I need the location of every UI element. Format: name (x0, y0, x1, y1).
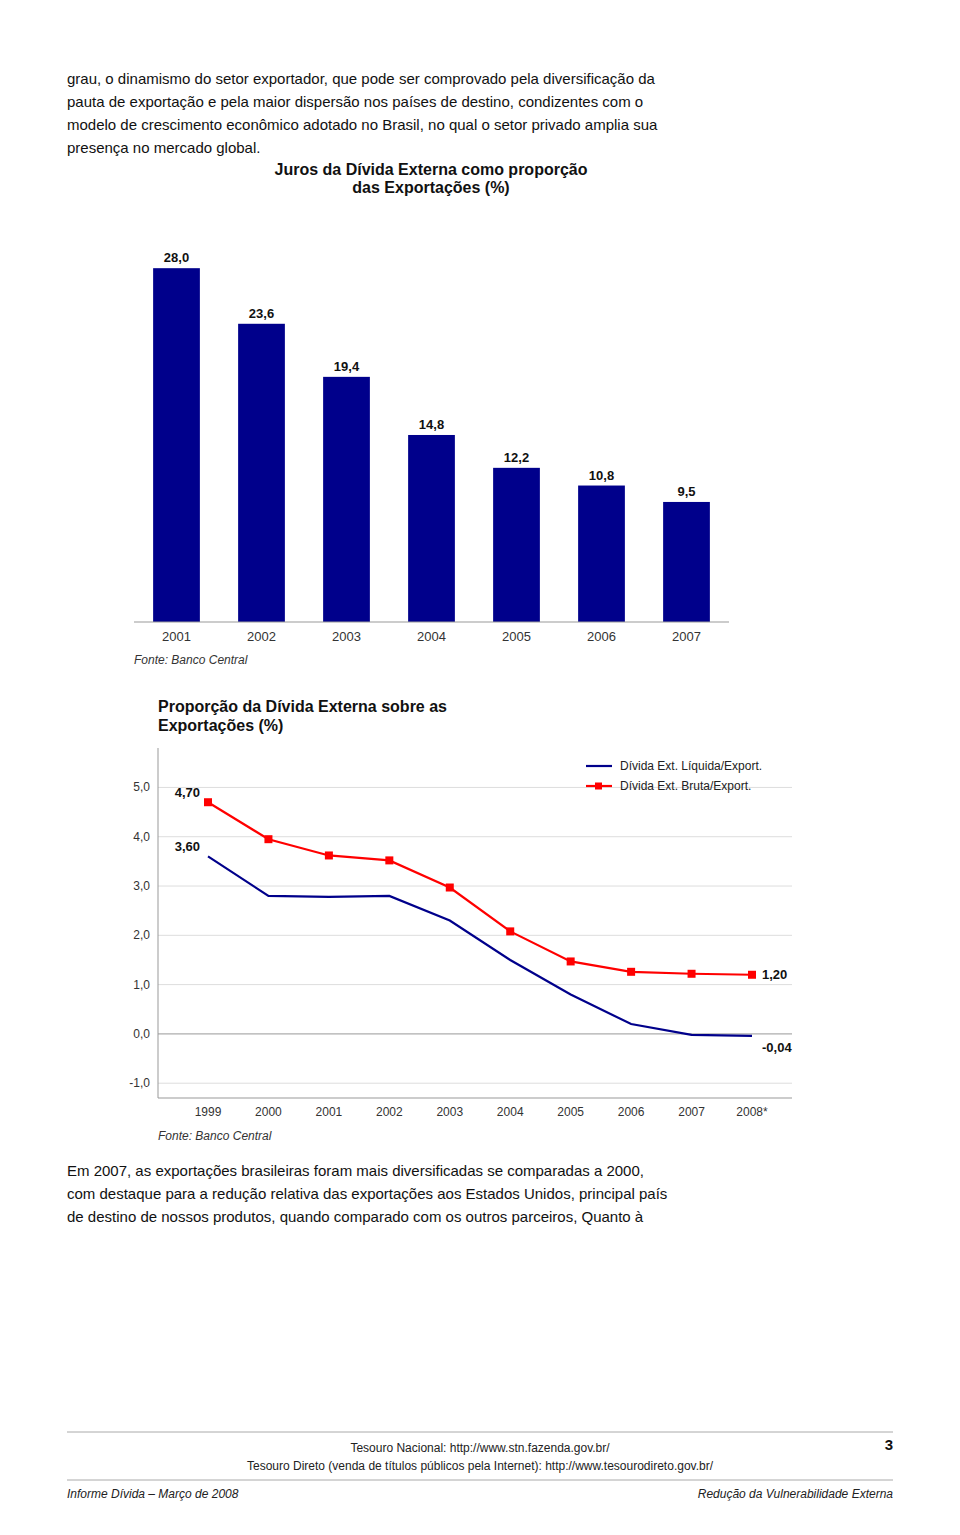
x-tick-label: 2007 (678, 1105, 705, 1119)
marker (688, 970, 696, 978)
footer-text: Tesouro Direto (venda de títulos público… (247, 1459, 714, 1473)
page: grau, o dinamismo do setor exportador, q… (0, 0, 960, 1535)
y-tick-label: 5,0 (133, 780, 150, 794)
source: Fonte: Banco Central (134, 653, 248, 667)
legend: Dívida Ext. Líquida/Export. Dívida Ext. B… (586, 759, 762, 793)
y-tick-label: 2,0 (133, 928, 150, 942)
data-label: 1,20 (762, 967, 787, 982)
x-tick-label: 2001 (316, 1105, 343, 1119)
body-text: Em 2007, as exportações brasileiras fora… (67, 1162, 667, 1225)
page-number: 3 (885, 1436, 893, 1453)
bar (408, 435, 455, 622)
source: Fonte: Banco Central (158, 1129, 272, 1143)
legend-entry: Dívida Ext. Líquida/Export. (620, 759, 762, 773)
series-group (204, 798, 756, 1036)
x-tick-label: 2006 (587, 629, 616, 644)
x-tick-label: 2003 (436, 1105, 463, 1119)
text-line: pauta de exportação e pela maior dispers… (67, 93, 643, 110)
data-label: -0,04 (762, 1040, 792, 1055)
marker (446, 884, 454, 892)
footer-text: Redução da Vulnerabilidade Externa (698, 1487, 894, 1501)
bar (323, 377, 370, 622)
x-axis-line (158, 1098, 792, 1099)
text-line: de destino de nossos produtos, quando co… (67, 1208, 644, 1225)
bar (578, 486, 625, 622)
x-tick-label: 2002 (247, 629, 276, 644)
data-label: 4,70 (175, 785, 200, 800)
text-line: modelo de crescimento econômico adotado … (67, 116, 658, 133)
marker (204, 798, 212, 806)
grid-line (158, 935, 792, 936)
legend-marker (595, 783, 602, 790)
marker (627, 968, 635, 976)
text-line: das Exportações (%) (352, 179, 509, 196)
data-label: 3,60 (175, 839, 200, 854)
bar-chart: Juros da Dívida Externa como proporçãoda… (134, 161, 729, 667)
text-line: Juros da Dívida Externa como proporção (275, 161, 588, 178)
data-label: 23,6 (249, 306, 274, 321)
legend-swatch (586, 765, 612, 767)
marker (567, 957, 575, 965)
background (0, 0, 960, 1535)
data-label: 12,2 (504, 450, 529, 465)
marker (264, 835, 272, 843)
x-tick-label: 2003 (332, 629, 361, 644)
chart-title: Proporção da Dívida Externa sobre as Expo… (158, 698, 447, 734)
data-label: 14,8 (419, 417, 444, 432)
bar (238, 324, 285, 622)
x-tick-label: 2001 (162, 629, 191, 644)
footer-text: Informe Dívida – Março de 2008 (67, 1487, 239, 1501)
x-tick-label: 2008* (736, 1105, 768, 1119)
text-line: com destaque para a redução relativa das… (67, 1185, 667, 1202)
y-tick-label: 0,0 (133, 1027, 150, 1041)
x-axis-line (134, 622, 729, 623)
data-label: 9,5 (677, 484, 695, 499)
text-line: Exportações (%) (158, 717, 283, 734)
text-line: presença no mercado global. (67, 139, 260, 156)
x-tick-label: 2004 (417, 629, 446, 644)
x-tick-label: 2002 (376, 1105, 403, 1119)
data-label: 10,8 (589, 468, 614, 483)
line-chart: Proporção da Dívida Externa sobre as Expo… (129, 698, 792, 1143)
separator (67, 1432, 893, 1433)
marker (385, 856, 393, 864)
grid-line (158, 1083, 792, 1084)
marker (325, 851, 333, 859)
y-tick-label: 1,0 (133, 978, 150, 992)
y-tick-label: -1,0 (129, 1076, 150, 1090)
marker (748, 971, 756, 979)
series-line (208, 802, 752, 975)
grid-line (158, 984, 792, 985)
x-tick-label: 2005 (557, 1105, 584, 1119)
data-label: 19,4 (334, 359, 360, 374)
bar (153, 268, 200, 622)
legend-entry: Dívida Ext. Bruta/Export. (620, 779, 751, 793)
text-line: Proporção da Dívida Externa sobre as (158, 698, 447, 715)
x-tick-label: 2000 (255, 1105, 282, 1119)
footer-text: Tesouro Nacional: http://www.stn.fazenda… (350, 1441, 610, 1455)
x-tick-label: 1999 (195, 1105, 222, 1119)
body-text: grau, o dinamismo do setor exportador, q… (67, 70, 658, 156)
separator (67, 1480, 893, 1481)
grid-line (158, 836, 792, 837)
x-tick-label: 2007 (672, 629, 701, 644)
x-tick-label: 2005 (502, 629, 531, 644)
chart-title: Juros da Dívida Externa como proporçãoda… (275, 161, 588, 196)
y-axis-line (158, 748, 159, 1098)
text-line: grau, o dinamismo do setor exportador, q… (67, 70, 655, 87)
y-tick-label: 3,0 (133, 879, 150, 893)
marker (506, 927, 514, 935)
bar (663, 502, 710, 622)
x-tick-label: 2006 (618, 1105, 645, 1119)
data-label: 28,0 (164, 250, 189, 265)
bars (153, 268, 710, 622)
series-line (208, 856, 752, 1035)
y-tick-label: 4,0 (133, 830, 150, 844)
bar (493, 468, 540, 622)
x-tick-label: 2004 (497, 1105, 524, 1119)
text-line: Em 2007, as exportações brasileiras fora… (67, 1162, 644, 1179)
